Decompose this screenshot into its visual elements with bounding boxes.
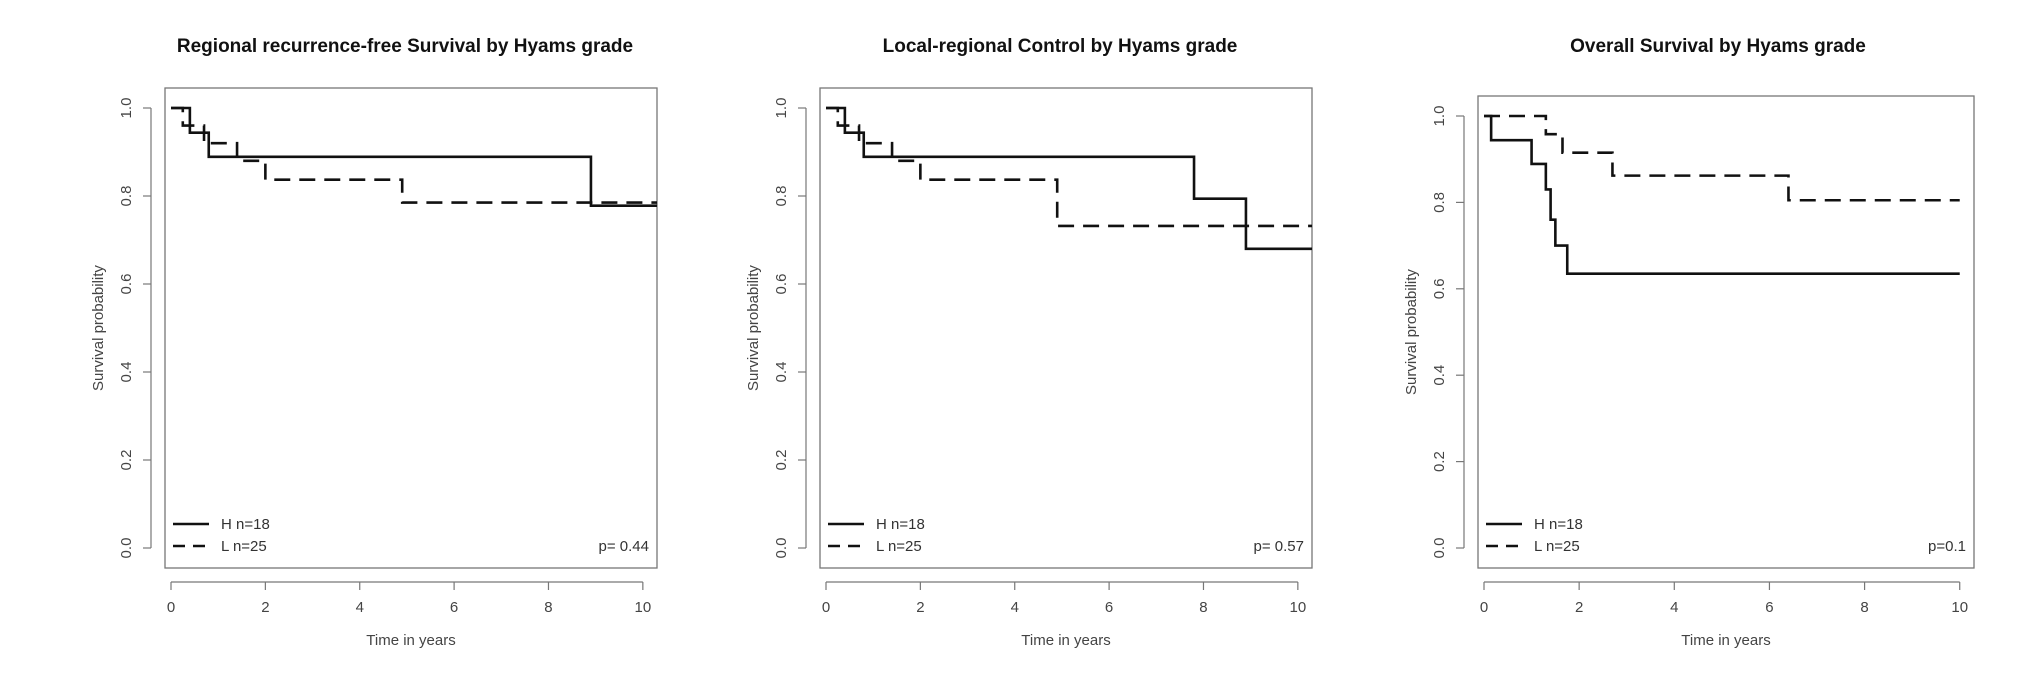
y-tick-label: 0.6 (118, 274, 135, 295)
x-tick-label: 0 (1480, 599, 1488, 616)
legend-label: L n=25 (1534, 538, 1580, 555)
y-tick-label: 0.8 (773, 186, 790, 207)
x-axis-label: Time in years (1021, 632, 1110, 649)
y-tick-label: 0.6 (773, 274, 790, 295)
x-tick-label: 2 (916, 599, 924, 616)
x-tick-label: 8 (544, 599, 552, 616)
plot-frame (164, 87, 658, 569)
series-line-h (826, 106, 1312, 251)
y-tick-label: 0.2 (773, 450, 790, 471)
x-tick-label: 4 (1670, 599, 1678, 616)
y-tick-label: 1.0 (773, 98, 790, 119)
series-line-l (171, 106, 657, 204)
x-tick-label: 6 (450, 599, 458, 616)
plot-frame (819, 87, 1313, 569)
y-axis-label: Survival probability (1403, 269, 1420, 395)
series-line-l (1484, 114, 1960, 202)
y-tick-label: 0.0 (1431, 538, 1448, 559)
legend-label: L n=25 (221, 538, 267, 555)
y-axis-label: Survival probability (90, 265, 107, 391)
legend-label: H n=18 (221, 516, 270, 533)
chart-title: Overall Survival by Hyams grade (1570, 36, 1866, 57)
y-tick-label: 0.8 (1431, 192, 1448, 213)
y-tick-label: 0.8 (118, 186, 135, 207)
x-tick-label: 2 (1575, 599, 1583, 616)
x-tick-label: 6 (1105, 599, 1113, 616)
series-line-l (826, 106, 1312, 228)
y-tick-label: 0.0 (118, 538, 135, 559)
chart-title: Regional recurrence-free Survival by Hya… (177, 36, 633, 57)
x-axis-label: Time in years (1681, 632, 1770, 649)
legend-label: H n=18 (876, 516, 925, 533)
y-tick-label: 0.4 (1431, 365, 1448, 386)
x-tick-label: 2 (261, 599, 269, 616)
y-tick-label: 0.4 (773, 362, 790, 383)
y-tick-label: 0.2 (1431, 451, 1448, 472)
series-line-h (171, 106, 657, 207)
x-tick-label: 10 (635, 599, 652, 616)
legend-label: H n=18 (1534, 516, 1583, 533)
y-tick-label: 1.0 (1431, 106, 1448, 127)
x-axis-label: Time in years (366, 632, 455, 649)
x-tick-label: 8 (1199, 599, 1207, 616)
y-tick-label: 1.0 (118, 98, 135, 119)
x-tick-label: 4 (1011, 599, 1019, 616)
x-tick-label: 10 (1951, 599, 1968, 616)
p-value: p= 0.57 (1254, 538, 1304, 555)
plot-frame (1477, 95, 1975, 569)
p-value: p= 0.44 (599, 538, 649, 555)
y-tick-label: 0.4 (118, 362, 135, 383)
chart-title: Local-regional Control by Hyams grade (883, 36, 1238, 57)
x-tick-label: 6 (1765, 599, 1773, 616)
panel-1: Regional recurrence-free Survival by Hya… (90, 36, 658, 649)
x-tick-label: 8 (1860, 599, 1868, 616)
y-axis-label: Survival probability (745, 265, 762, 391)
legend-label: L n=25 (876, 538, 922, 555)
x-tick-label: 10 (1290, 599, 1307, 616)
x-tick-label: 0 (167, 599, 175, 616)
y-tick-label: 0.2 (118, 450, 135, 471)
panel-2: Local-regional Control by Hyams grade 0 2 4… (745, 36, 1313, 649)
x-tick-label: 0 (822, 599, 830, 616)
panel-3: Overall Survival by Hyams grade 0 2 4 6 8 10 Ti… (1403, 36, 1975, 649)
p-value: p=0.1 (1928, 538, 1966, 555)
x-tick-label: 4 (356, 599, 364, 616)
y-tick-label: 0.6 (1431, 278, 1448, 299)
y-tick-label: 0.0 (773, 538, 790, 559)
series-line-h (1484, 114, 1960, 275)
